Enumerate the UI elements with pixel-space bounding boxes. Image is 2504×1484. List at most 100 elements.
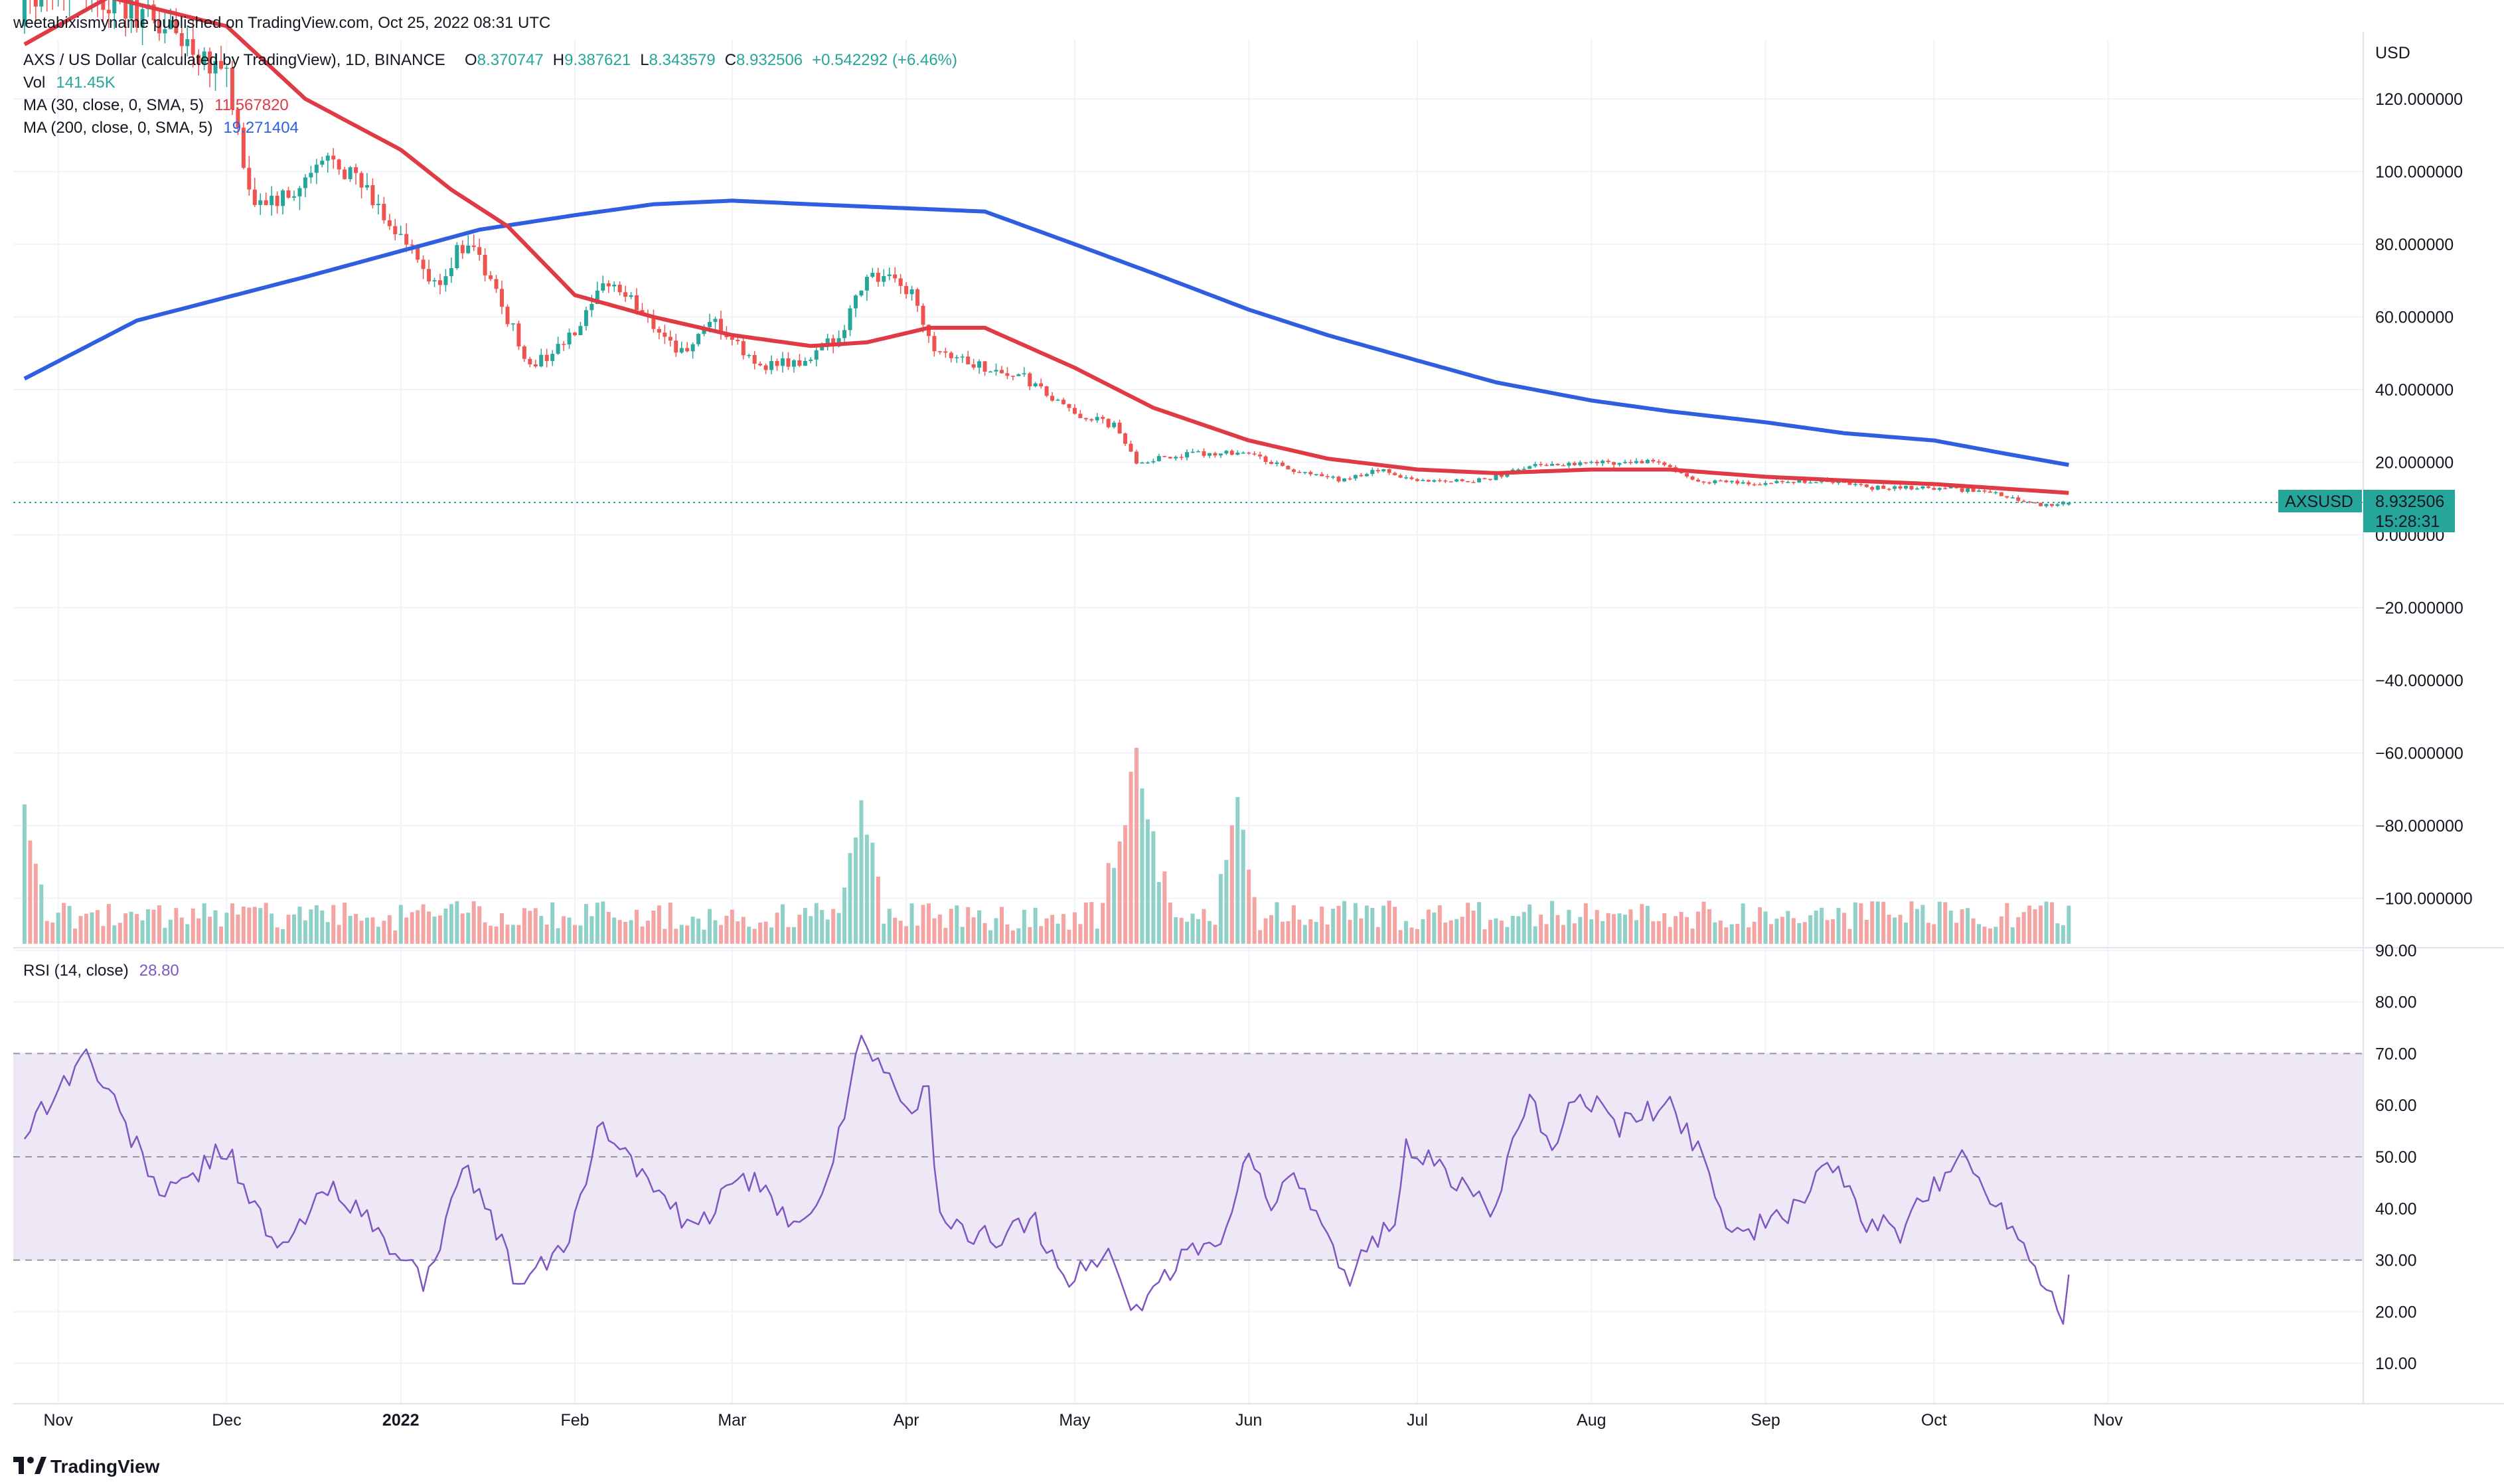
- volume-bar: [1247, 869, 1251, 944]
- volume-bar: [1791, 918, 1796, 944]
- candle-body: [1741, 482, 1745, 484]
- candle-body: [831, 338, 836, 346]
- candle-body: [1926, 486, 1930, 488]
- candle-body: [343, 169, 347, 179]
- candle-body: [1482, 478, 1487, 480]
- volume-bar: [663, 928, 667, 944]
- volume-bar: [1555, 915, 1560, 944]
- candle-body: [443, 276, 448, 285]
- candle-body: [421, 260, 426, 269]
- candle-body: [736, 339, 740, 342]
- rsi-axis[interactable]: 90.00 80.00 70.00 60.00 50.00 40.00 30.00 20.00…: [2375, 942, 2417, 1373]
- volume-bar: [1797, 923, 1802, 944]
- candle: [769, 355, 774, 374]
- time-axis[interactable]: Nov Dec 2022 Feb Mar Apr May Jun Jul Aug Sep Oct Nov: [43, 1411, 2123, 1430]
- candle: [185, 25, 190, 56]
- candle: [1415, 478, 1419, 482]
- candle: [601, 275, 605, 293]
- volume-bar: [645, 921, 650, 944]
- candle-body: [820, 344, 824, 350]
- candle: [1977, 489, 1981, 492]
- candle-body: [489, 275, 493, 279]
- candle: [314, 159, 319, 185]
- candle: [629, 291, 633, 299]
- volume-bar: [977, 910, 982, 944]
- volume-bar: [1039, 926, 1044, 944]
- candle: [510, 323, 515, 331]
- candle-body: [1202, 451, 1206, 456]
- candle-body: [1893, 486, 1897, 489]
- volume-bars: [22, 747, 2071, 944]
- candle: [1477, 477, 1482, 483]
- volume-bar: [1572, 923, 1577, 944]
- volume-bar: [196, 918, 201, 944]
- candle-body: [1718, 480, 1723, 482]
- candle-body: [22, 0, 27, 27]
- candle-body: [1185, 452, 1190, 458]
- volume-bar: [1033, 907, 1038, 944]
- volume-bar: [1028, 927, 1032, 944]
- candle: [505, 304, 510, 327]
- candle: [663, 325, 667, 344]
- candle: [685, 342, 690, 353]
- volume-bar: [1213, 925, 1217, 944]
- volume-bar: [1768, 924, 1773, 944]
- volume-bar: [1471, 911, 1476, 944]
- candle: [297, 186, 302, 210]
- candle-body: [1561, 465, 1565, 467]
- candle-body: [1617, 463, 1622, 465]
- volume-bar: [309, 909, 313, 944]
- candle-body: [112, 0, 117, 14]
- volume-bar: [73, 928, 78, 944]
- candle: [1583, 462, 1588, 465]
- volume-bar: [882, 923, 886, 944]
- candle-body: [937, 351, 942, 352]
- volume-bar: [1477, 902, 1482, 944]
- tradingview-logo[interactable]: TradingView: [13, 1456, 160, 1477]
- candle-body: [1460, 479, 1464, 481]
- volume-bar: [1022, 909, 1026, 944]
- volume-bar: [1044, 918, 1049, 944]
- volume-bar: [1432, 912, 1437, 944]
- volume-bar: [286, 915, 291, 944]
- volume-bar: [1583, 903, 1588, 944]
- candle: [1280, 461, 1285, 467]
- candle: [1943, 486, 1948, 490]
- candle-body: [314, 165, 319, 173]
- candle-body: [573, 333, 577, 335]
- volume-bar: [449, 904, 453, 944]
- rsi-tick-label: 30.00: [2375, 1252, 2417, 1270]
- symbol-title[interactable]: AXS / US Dollar (calculated by TradingVi…: [23, 51, 445, 69]
- volume-bar: [635, 909, 639, 944]
- candle-body: [1774, 481, 1779, 483]
- volume-bar: [1174, 917, 1178, 944]
- candle: [292, 190, 296, 201]
- volume-bar: [1056, 923, 1060, 944]
- volume-bar: [168, 919, 173, 944]
- price-axis[interactable]: 120.000000 100.000000 80.000000 60.000000 40…: [2375, 90, 2473, 909]
- volume-bar: [848, 853, 852, 944]
- candle-body: [533, 364, 538, 367]
- candle: [1628, 459, 1633, 465]
- candle: [1196, 449, 1201, 453]
- volume-bar: [758, 923, 763, 944]
- candle-body: [696, 334, 701, 344]
- volume-bar: [971, 917, 976, 944]
- volume-bar: [921, 905, 925, 944]
- volume-bar: [410, 912, 414, 944]
- candle-body: [151, 4, 156, 21]
- volume-bar: [1516, 916, 1521, 944]
- volume-bar: [2010, 927, 2015, 944]
- candle: [848, 305, 852, 336]
- candle: [1724, 479, 1729, 483]
- candle-body: [1370, 470, 1375, 475]
- candle: [657, 326, 661, 340]
- candle-body: [1937, 488, 1942, 490]
- volume-bar: [1235, 796, 1240, 944]
- volume-bar: [270, 913, 274, 944]
- candle-body: [359, 173, 364, 188]
- candle-body: [522, 346, 526, 359]
- volume-bar: [1735, 924, 1740, 944]
- volume-bar: [814, 903, 819, 944]
